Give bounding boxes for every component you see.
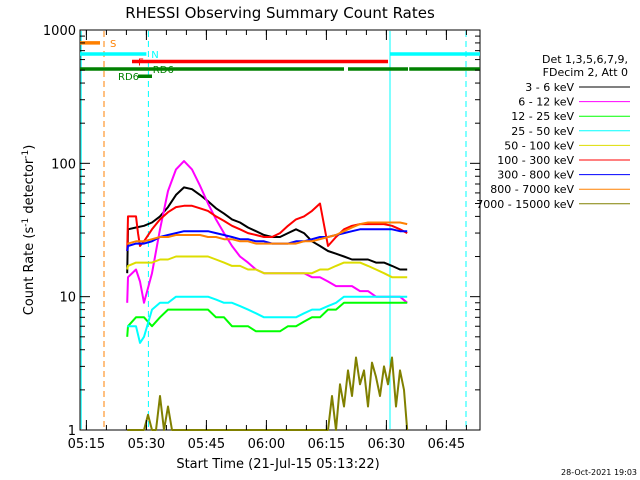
x-axis-label: Start Time (21-Jul-15 05:13:22) <box>176 457 379 472</box>
timestamp: 28-Oct-2021 19:03 <box>561 468 637 477</box>
legend-label-4: 50 - 100 keV <box>504 139 574 152</box>
series-line-50-100-kev <box>126 255 408 279</box>
series-group <box>126 160 409 431</box>
legend-label-6: 300 - 800 keV <box>497 169 574 182</box>
annotation-rd6-4: RD6 <box>118 72 139 83</box>
annotation-f-2: F <box>138 58 144 69</box>
series-line-300-800-kev <box>126 228 408 252</box>
y-axis-ticks: 1 10 100 1000 <box>43 24 480 439</box>
y-tick-label-0: 1 <box>68 424 76 439</box>
annotation-rd6-3: RD6 <box>153 65 174 76</box>
annotations: S NF RD6 RD6 <box>110 39 174 83</box>
legend-label-8: 7000 - 15000 keV <box>476 198 574 211</box>
x-tick-label-3: 06:00 <box>248 437 285 452</box>
legend-label-5: 100 - 300 keV <box>497 154 574 167</box>
x-tick-label-4: 06:15 <box>308 437 345 452</box>
y-axis-label-sup1: -1 <box>21 218 31 227</box>
y-axis-label-mid: detector <box>22 158 37 218</box>
series-line-800-7000-kev <box>127 221 408 245</box>
y-axis-label-end: ) <box>22 145 37 150</box>
y-axis-label-sup2: -1 <box>21 150 31 159</box>
series-line-12-25-kev <box>126 301 408 337</box>
y-tick-label-1: 10 <box>59 291 76 306</box>
legend-label-7: 800 - 7000 keV <box>490 183 574 196</box>
series-line-7000-15000-kev <box>127 356 409 431</box>
plot-frame <box>79 29 481 431</box>
legend-label-0: 3 - 6 keV <box>525 81 574 94</box>
x-tick-label-6: 06:45 <box>428 437 465 452</box>
legend-label-1: 6 - 12 keV <box>518 96 574 109</box>
legend-header-line-1: Det 1,3,5,6,7,9, <box>542 53 628 66</box>
annotation-s-0: S <box>110 39 116 50</box>
y-tick-label-3: 1000 <box>43 24 76 39</box>
y-axis-label: Count Rate (s-1 detector-1) <box>21 145 37 316</box>
plot-area: S NF RD6 RD6 <box>79 29 481 431</box>
vertical-lines <box>80 31 467 429</box>
y-tick-label-2: 100 <box>51 157 76 172</box>
x-tick-label-1: 05:30 <box>128 437 165 452</box>
series-line-3-6-kev <box>126 186 408 274</box>
series-line-6-12-kev <box>126 160 408 304</box>
y-axis-label-main: Count Rate (s <box>22 227 37 316</box>
annotation-n-1: N <box>151 50 158 61</box>
x-tick-label-0: 05:15 <box>68 437 105 452</box>
flag-bars <box>80 41 480 78</box>
x-axis-ticks: 05:15 05:30 05:45 06:00 06:15 06:30 06:45 <box>68 30 467 452</box>
legend: Det 1,3,5,6,7,9, FDecim 2, Att 0 3 - 6 k… <box>476 53 630 211</box>
chart-title: RHESSI Observing Summary Count Rates <box>125 4 435 22</box>
series-line-25-50-kev <box>127 295 408 344</box>
legend-label-3: 25 - 50 keV <box>511 125 574 138</box>
x-tick-label-5: 06:30 <box>368 437 405 452</box>
x-tick-label-2: 05:45 <box>188 437 225 452</box>
legend-header-line-2: FDecim 2, Att 0 <box>543 66 628 79</box>
legend-label-2: 12 - 25 keV <box>511 110 574 123</box>
